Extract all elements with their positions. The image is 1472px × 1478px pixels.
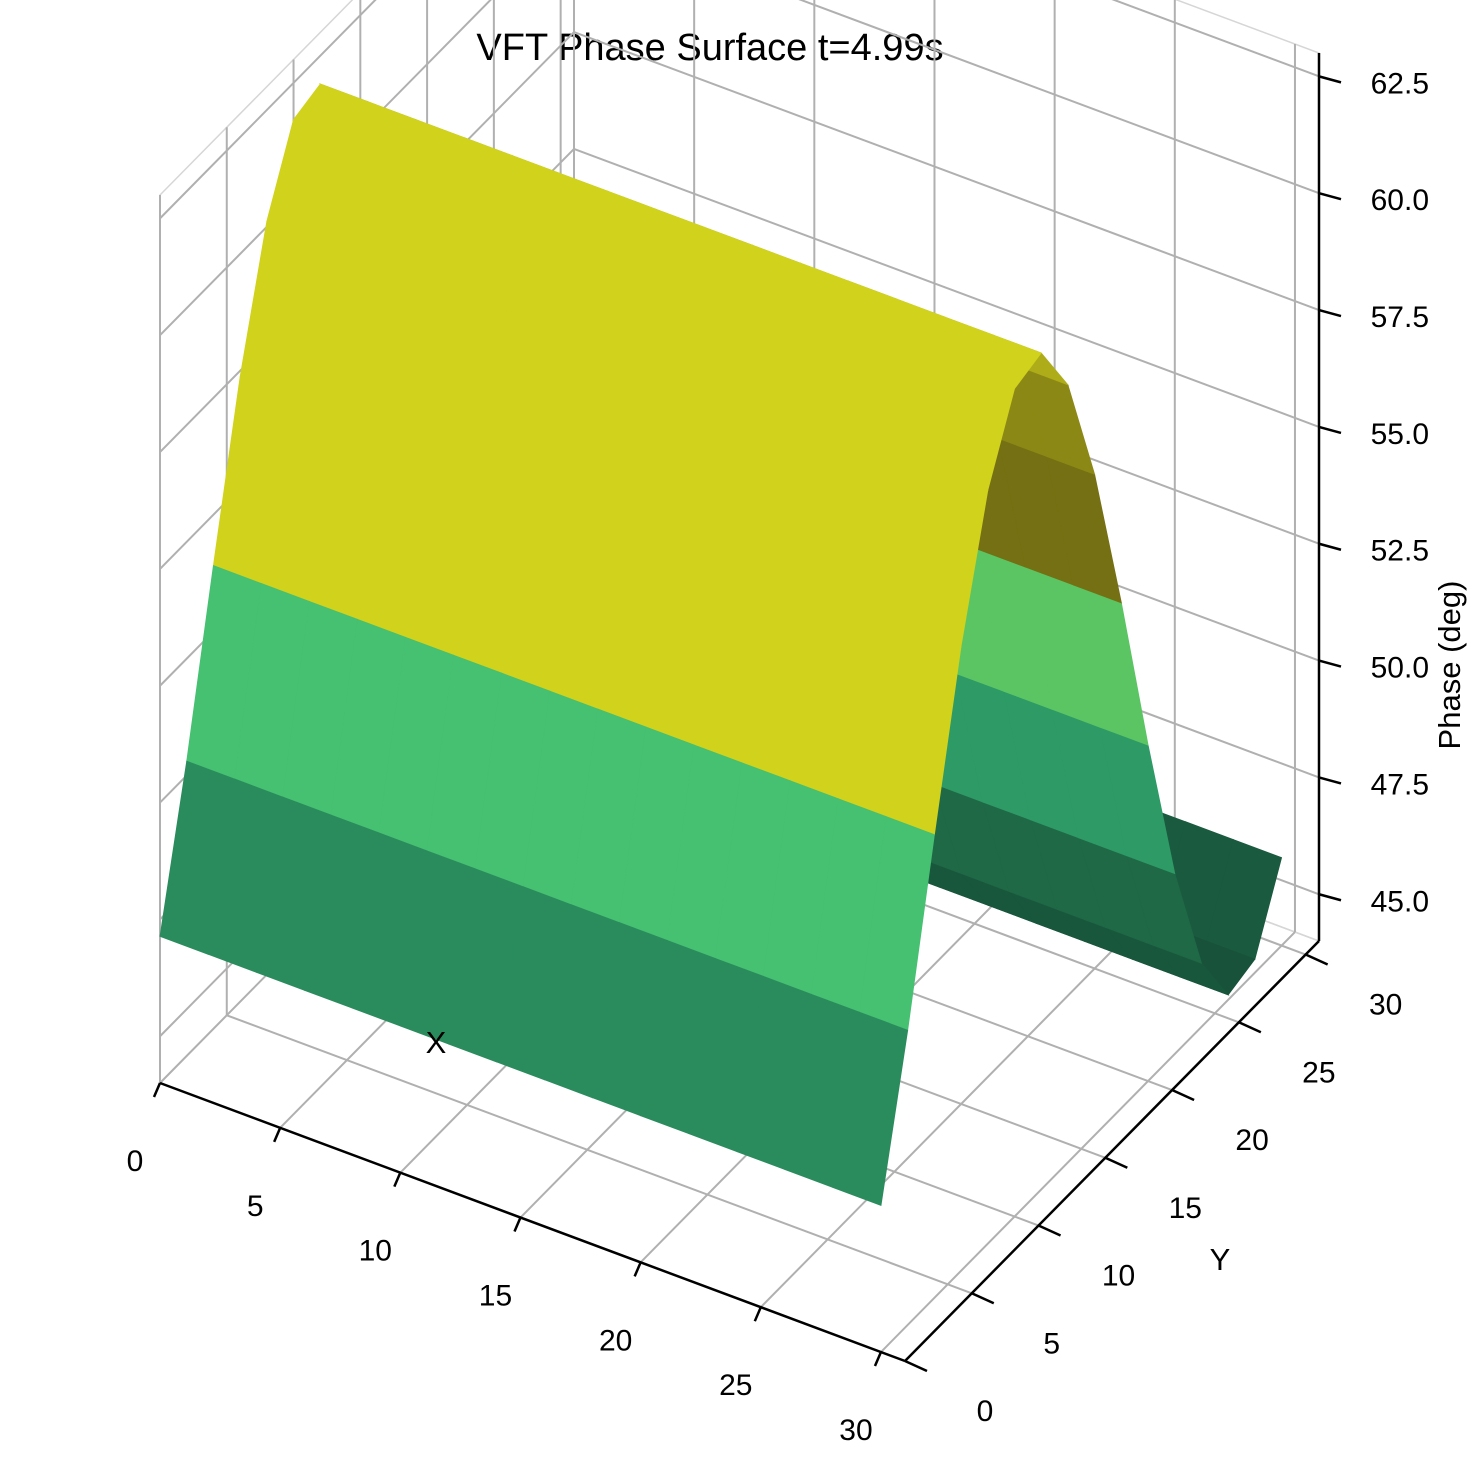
y-tick-mark	[1171, 1088, 1195, 1102]
x-tick-label: 30	[839, 1414, 872, 1447]
grid-line-z-back	[798, 0, 1320, 195]
x-tick-label: 25	[719, 1369, 752, 1402]
y-tick-label: 0	[977, 1395, 994, 1428]
y-tick-mark	[1305, 953, 1329, 966]
y-tick-mark	[1238, 1021, 1262, 1034]
chart-title: VFT Phase Surface t=4.99s	[476, 27, 943, 69]
x-tick-mark	[753, 1306, 762, 1322]
z-tick-label: 52.5	[1371, 535, 1429, 568]
z-tick-mark	[1318, 308, 1342, 318]
y-tick-label: 15	[1169, 1192, 1202, 1225]
z-tick-mark	[1318, 776, 1342, 785]
y-tick-label: 25	[1302, 1056, 1335, 1089]
grid-line-y-floor	[226, 1014, 973, 1295]
z-tick-mark	[1318, 659, 1342, 668]
x-tick-mark	[393, 1172, 402, 1188]
z-tick-label: 45.0	[1371, 885, 1429, 918]
y-tick-mark	[1038, 1224, 1062, 1237]
x-tick-label: 0	[127, 1145, 144, 1178]
grid-line-z-back	[573, 31, 1320, 311]
y-tick-mark	[1104, 1156, 1128, 1169]
grid-line-z-back	[1111, 0, 1320, 78]
y-tick-label: 20	[1235, 1124, 1268, 1157]
z-tick-label: 62.5	[1371, 67, 1429, 100]
y-tick-mark	[904, 1359, 928, 1373]
x-tick-mark	[513, 1217, 522, 1233]
surface-facet	[832, 1011, 909, 1206]
z-tick-mark	[1318, 75, 1342, 84]
z-axis-label: Phase (deg)	[1432, 581, 1467, 750]
x-tick-mark	[633, 1261, 642, 1277]
z-tick-label: 57.5	[1371, 301, 1429, 334]
grid-line-z-left	[159, 0, 377, 220]
tick-labels: 0 5 10 15 20 25 30 0 5 10 15 20 25 30 45.0 47.5 50.0 52.5…	[127, 67, 1429, 1447]
y-axis-line	[904, 940, 1320, 1362]
x-tick-label: 10	[359, 1235, 392, 1268]
x-tick-mark	[152, 1082, 162, 1098]
y-tick-label: 10	[1102, 1260, 1135, 1293]
axis-lines	[159, 53, 1321, 1363]
x-axis-line	[159, 1081, 906, 1363]
y-tick-mark	[971, 1292, 995, 1305]
y-tick-label: 5	[1043, 1327, 1060, 1360]
z-tick-mark	[1318, 425, 1342, 435]
z-tick-mark	[1318, 192, 1342, 201]
grid-line-x-floor	[880, 931, 1296, 1353]
y-axis-label: Y	[1210, 1242, 1231, 1277]
grid-line-x-floor	[760, 886, 1176, 1308]
x-tick-label: 5	[247, 1190, 264, 1223]
x-axis-label: X	[426, 1025, 447, 1060]
z-tick-label: 55.0	[1371, 418, 1429, 451]
x-tick-mark	[273, 1127, 282, 1143]
x-tick-mark	[873, 1351, 883, 1367]
z-tick-label: 47.5	[1371, 768, 1429, 801]
z-tick-label: 60.0	[1371, 184, 1429, 217]
y-tick-label: 30	[1369, 989, 1402, 1022]
grid-line-z-back	[573, 147, 1320, 428]
x-tick-label: 15	[479, 1280, 512, 1313]
surface-mesh	[159, 83, 1283, 1206]
x-tick-label: 20	[599, 1324, 632, 1357]
z-tick-mark	[1318, 893, 1342, 902]
z-tick-label: 50.0	[1371, 652, 1429, 685]
z-tick-mark	[1318, 542, 1342, 551]
